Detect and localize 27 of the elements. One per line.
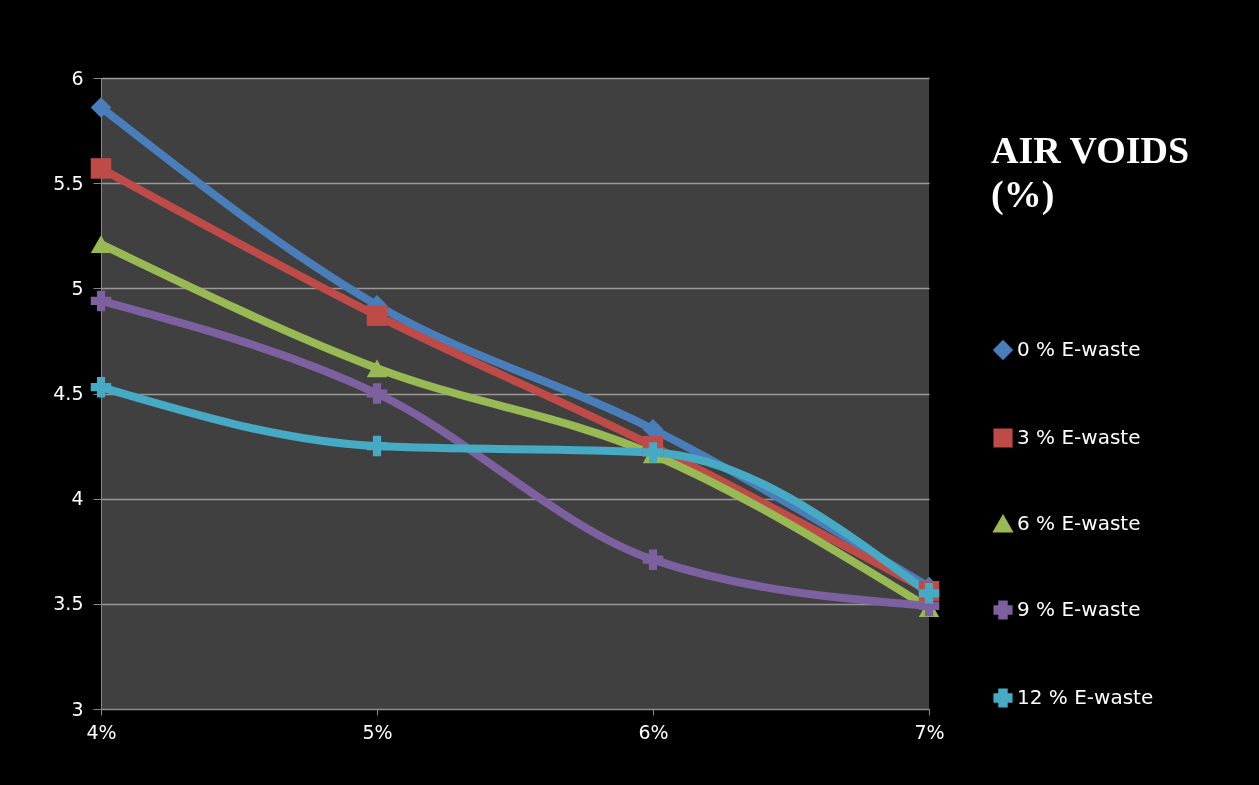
legend-label: 12 % E-waste bbox=[1017, 685, 1154, 709]
point bbox=[366, 435, 388, 457]
y-tick-label: 4.5 bbox=[53, 382, 84, 404]
y-tick-label: 3 bbox=[71, 697, 84, 720]
point bbox=[366, 383, 388, 404]
point bbox=[90, 158, 112, 179]
y-tick-label: 4 bbox=[71, 487, 84, 510]
point bbox=[366, 305, 388, 326]
x-tick-label: 6% bbox=[638, 720, 669, 743]
legend-label: 9 % E-waste bbox=[1017, 597, 1141, 621]
legend-label: 0 % E-waste bbox=[1017, 337, 1141, 361]
legend-label: 3 % E-waste bbox=[1017, 425, 1141, 449]
legend-label: 6 % E-waste bbox=[1017, 511, 1141, 535]
y-tick-label: 5.5 bbox=[53, 171, 84, 194]
y-tick-label: 6 bbox=[71, 66, 84, 89]
x-tick-label: 4% bbox=[86, 720, 117, 743]
y-tick-label: 5 bbox=[71, 276, 84, 299]
x-tick-label: 7% bbox=[914, 720, 945, 743]
text: AIR VOIDS (%) bbox=[991, 129, 1190, 216]
point bbox=[90, 290, 112, 312]
point bbox=[90, 376, 112, 398]
point bbox=[642, 549, 664, 570]
point bbox=[90, 235, 112, 254]
point bbox=[90, 97, 112, 118]
point bbox=[366, 359, 388, 378]
x-tick-label: 5% bbox=[362, 720, 393, 743]
y-tick-label: 3.5 bbox=[53, 592, 84, 615]
